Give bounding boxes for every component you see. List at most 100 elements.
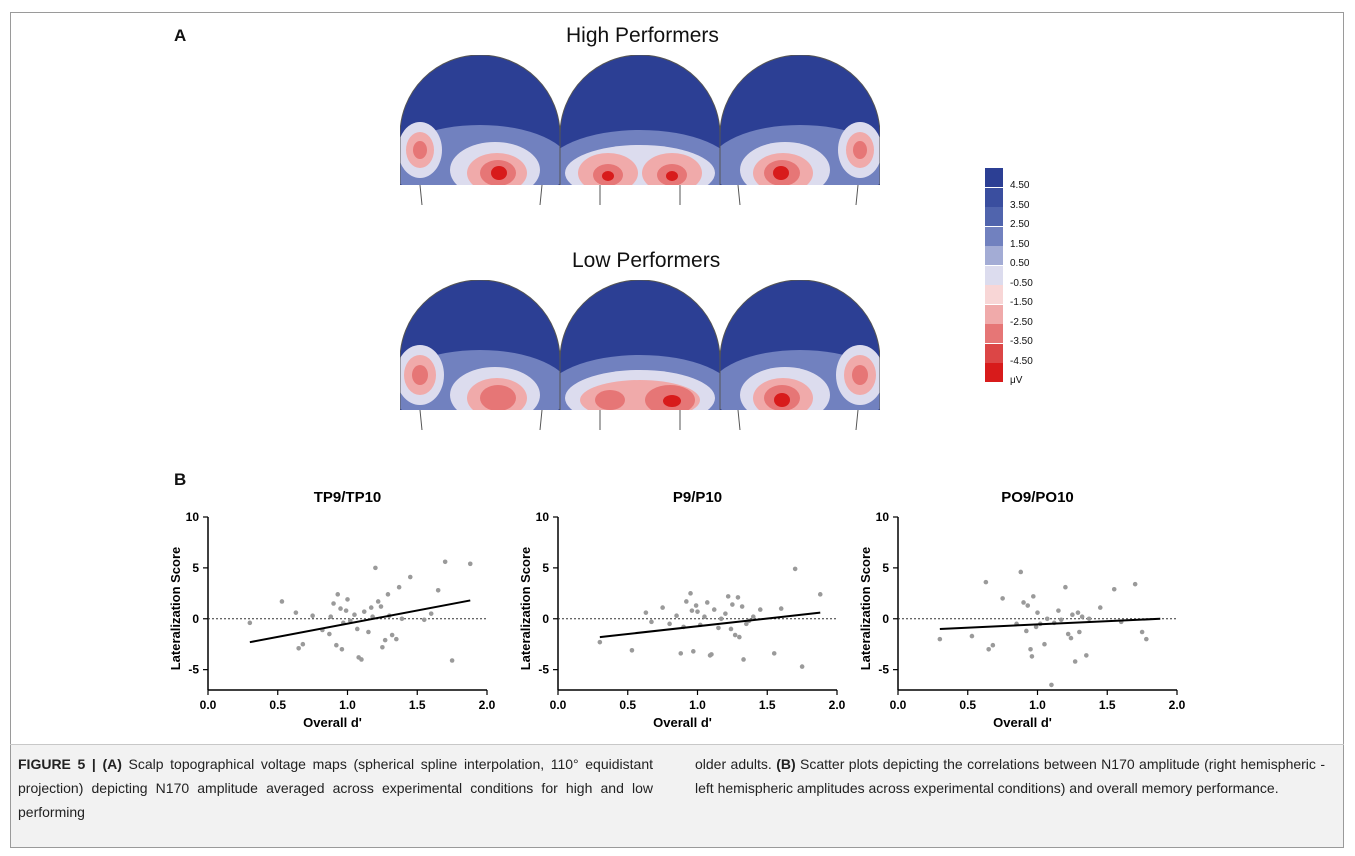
- data-point: [778, 606, 784, 611]
- data-point: [688, 591, 693, 596]
- y-tick-label: -5: [188, 663, 199, 677]
- topomap-low-right: [720, 280, 880, 430]
- data-point: [373, 565, 378, 571]
- data-point: [739, 604, 745, 609]
- colorbar-swatch: [985, 168, 1003, 187]
- data-point: [1065, 631, 1071, 637]
- data-point: [380, 644, 385, 650]
- caption-divider: [10, 744, 1344, 745]
- data-point: [799, 664, 805, 669]
- data-point: [300, 641, 306, 647]
- data-point: [597, 639, 603, 645]
- regression-line: [599, 611, 821, 639]
- x-tick-label: 1.0: [339, 698, 356, 712]
- data-point: [296, 645, 301, 651]
- y-tick-label: 5: [542, 561, 549, 575]
- data-point: [1139, 629, 1145, 635]
- y-tick-label: 10: [876, 510, 890, 524]
- data-point: [649, 619, 654, 625]
- caption-text-b: Scatter plots depicting the correlations…: [695, 756, 1325, 796]
- data-point: [735, 595, 741, 600]
- data-point: [1042, 641, 1047, 647]
- panel-b-label: B: [174, 470, 187, 489]
- data-point: [1132, 581, 1138, 587]
- data-point: [709, 652, 714, 657]
- figure-frame: [10, 12, 1344, 848]
- colorbar-swatch: [985, 304, 1003, 324]
- y-tick-label: -5: [878, 663, 889, 677]
- data-point: [667, 621, 672, 627]
- colorbar-swatch: [985, 343, 1003, 363]
- data-point: [1144, 636, 1149, 642]
- data-point: [1075, 610, 1081, 615]
- chart-title: PO9/PO10: [1001, 489, 1074, 506]
- data-point: [394, 636, 399, 642]
- data-point: [1068, 635, 1074, 641]
- colorbar-swatch: [985, 246, 1003, 265]
- data-point: [695, 609, 700, 614]
- y-axis-label: Lateralization Score: [168, 547, 183, 671]
- x-tick-label: 0.0: [550, 698, 567, 712]
- data-point: [744, 621, 749, 627]
- data-point: [693, 603, 699, 608]
- topomap-low-left: [400, 280, 560, 430]
- x-tick-label: 1.0: [1029, 698, 1046, 712]
- data-point: [1056, 608, 1061, 613]
- data-point: [716, 625, 721, 631]
- data-point: [1029, 654, 1035, 659]
- data-point: [1049, 682, 1054, 688]
- data-point: [375, 599, 381, 604]
- data-point: [396, 584, 402, 590]
- topomap-low-back: [560, 280, 720, 430]
- regression-line: [939, 617, 1161, 630]
- data-point: [1024, 628, 1029, 634]
- data-point: [1031, 594, 1036, 599]
- caption-background: [11, 745, 1343, 847]
- data-point: [279, 599, 285, 604]
- data-point: [643, 610, 649, 615]
- data-point: [1033, 624, 1039, 630]
- data-point: [1058, 617, 1064, 623]
- colorbar-tick-label: 2.50: [1010, 219, 1030, 230]
- data-point: [1097, 605, 1103, 610]
- data-point: [689, 608, 695, 613]
- high-performers-title: High Performers: [566, 24, 719, 47]
- data-point: [467, 561, 473, 567]
- caption-label-b: (B): [776, 756, 796, 772]
- data-point: [1018, 569, 1024, 575]
- data-point: [702, 614, 707, 620]
- y-tick-label: 0: [192, 612, 199, 626]
- data-point: [1070, 612, 1075, 617]
- x-tick-label: 1.5: [759, 698, 776, 712]
- data-point: [684, 599, 689, 604]
- data-point: [771, 651, 777, 656]
- data-point: [737, 634, 742, 640]
- x-tick-label: 2.0: [479, 698, 496, 712]
- low-performers-title: Low Performers: [572, 249, 721, 272]
- data-point: [937, 636, 943, 642]
- data-point: [354, 626, 360, 632]
- data-point: [751, 614, 756, 620]
- data-point: [629, 648, 635, 653]
- topomap-high-left: [400, 55, 560, 205]
- caption-text-a: Scalp topographical voltage maps (spheri…: [18, 756, 653, 820]
- voltage-colorbar: 4.50 3.50 2.50 1.50 0.50 -0.50 -1.50 -2.50 -3.50…: [985, 168, 1075, 388]
- panel-a-label: A: [174, 26, 187, 45]
- data-point: [345, 597, 350, 602]
- data-point: [986, 646, 991, 652]
- data-point: [385, 592, 391, 597]
- scatter-po9-po10: PO9/PO10 10 5 0 -5 0.0 0.5 1.0 1.5 2.0 Overall d' L…: [858, 489, 1186, 730]
- data-point: [366, 629, 371, 635]
- regression-line: [249, 599, 471, 644]
- x-axis-label: Overall d': [993, 715, 1052, 730]
- colorbar-tick-label: 0.50: [1010, 258, 1030, 269]
- data-point: [678, 651, 684, 656]
- data-point: [728, 626, 734, 632]
- data-point: [718, 616, 724, 622]
- data-point: [449, 658, 455, 663]
- data-point: [691, 649, 696, 654]
- colorbar-tick-label: -1.50: [1010, 297, 1033, 308]
- x-axis-label: Overall d': [303, 715, 362, 730]
- data-point: [352, 612, 357, 617]
- topomap-high-back: [560, 55, 720, 205]
